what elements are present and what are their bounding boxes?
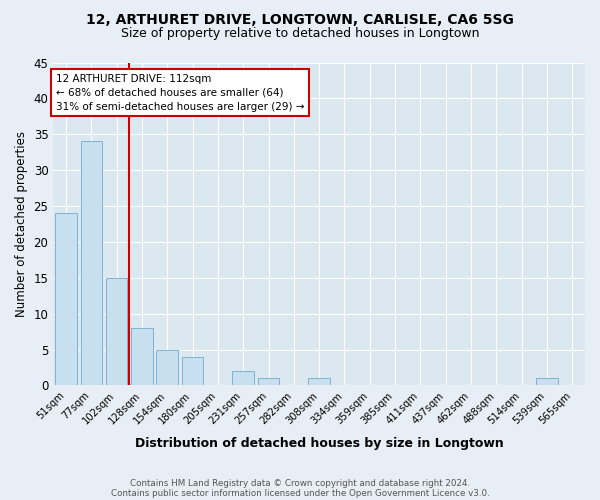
Bar bbox=[106, 278, 127, 386]
Bar bbox=[157, 350, 178, 386]
X-axis label: Distribution of detached houses by size in Longtown: Distribution of detached houses by size … bbox=[135, 437, 503, 450]
Bar bbox=[536, 378, 558, 386]
Bar bbox=[131, 328, 152, 386]
Y-axis label: Number of detached properties: Number of detached properties bbox=[15, 131, 28, 317]
Bar bbox=[182, 356, 203, 386]
Text: 12, ARTHURET DRIVE, LONGTOWN, CARLISLE, CA6 5SG: 12, ARTHURET DRIVE, LONGTOWN, CARLISLE, … bbox=[86, 12, 514, 26]
Bar bbox=[80, 142, 102, 386]
Bar bbox=[232, 371, 254, 386]
Text: Contains HM Land Registry data © Crown copyright and database right 2024.: Contains HM Land Registry data © Crown c… bbox=[130, 478, 470, 488]
Bar bbox=[55, 213, 77, 386]
Text: Size of property relative to detached houses in Longtown: Size of property relative to detached ho… bbox=[121, 28, 479, 40]
Bar bbox=[308, 378, 330, 386]
Text: Contains public sector information licensed under the Open Government Licence v3: Contains public sector information licen… bbox=[110, 488, 490, 498]
Bar bbox=[258, 378, 279, 386]
Text: 12 ARTHURET DRIVE: 112sqm
← 68% of detached houses are smaller (64)
31% of semi-: 12 ARTHURET DRIVE: 112sqm ← 68% of detac… bbox=[56, 74, 304, 112]
